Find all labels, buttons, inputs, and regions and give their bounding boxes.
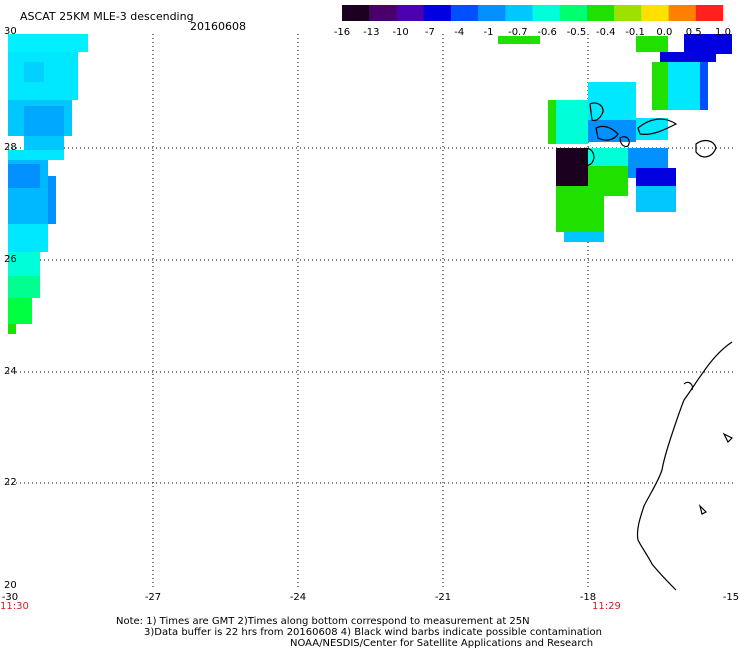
colorbar (342, 5, 723, 21)
colorbar-tick-label: -10 (392, 27, 409, 38)
footnotes: Note: 1) Times are GMT 2)Times along bot… (116, 616, 602, 649)
lat-label-20: 20 (4, 580, 17, 591)
colorbar-swatch (695, 5, 723, 21)
colorbar-swatch (668, 5, 697, 21)
lon-label--15: -15 (722, 592, 740, 603)
colorbar-swatch (586, 5, 615, 21)
colorbar-tick-label: -13 (363, 27, 380, 38)
colorbar-swatch (532, 5, 561, 21)
plot-title: ASCAT 25KM MLE-3 descending (20, 10, 194, 23)
note-line-1: Note: 1) Times are GMT 2)Times along bot… (116, 616, 530, 627)
coastline (581, 102, 734, 591)
plot-date: 20160608 (190, 20, 246, 33)
colorbar-tick-label: 0.0 (656, 27, 673, 38)
colorbar-tick-label: -0.6 (537, 27, 557, 38)
lat-label-30: 30 (4, 26, 17, 37)
right-swath-data (498, 34, 732, 242)
lon-label--21: -21 (434, 592, 452, 603)
colorbar-swatch (423, 5, 452, 21)
colorbar-tick-label: -0.5 (566, 27, 587, 38)
note-line-2: 3)Data buffer is 22 hrs from 20160608 4)… (144, 627, 602, 638)
colorbar-tick-label: -0.7 (508, 27, 528, 38)
colorbar-tick-label: -1 (483, 27, 494, 38)
lat-label-24: 24 (4, 366, 17, 377)
lat-label-26: 26 (4, 254, 17, 265)
colorbar-swatch (614, 5, 642, 21)
colorbar-swatch (396, 5, 425, 21)
colorbar-swatch (450, 5, 479, 21)
lon-label--30: -30 (1, 592, 19, 603)
colorbar-swatch (505, 5, 533, 21)
colorbar-tick-label: -4 (454, 27, 465, 38)
left-swath-data (8, 34, 88, 334)
lon-label--27: -27 (144, 592, 162, 603)
colorbar-swatch (641, 5, 670, 21)
lat-label-28: 28 (4, 142, 17, 153)
colorbar-tick-label: -16 (333, 27, 351, 38)
colorbar-swatches (342, 5, 723, 21)
note-line-3: NOAA/NESDIS/Center for Satellite Applica… (290, 638, 594, 649)
colorbar-swatch (369, 5, 397, 21)
colorbar-tick-label: 0.5 (685, 27, 702, 38)
colorbar-swatch (342, 5, 370, 21)
colorbar-tick-label: -0.4 (596, 27, 616, 38)
colorbar-tick-label: -7 (424, 27, 435, 38)
colorbar-tick-label: -0.1 (625, 27, 645, 38)
lon-label--24: -24 (289, 592, 307, 603)
lat-label-22: 22 (4, 477, 17, 488)
time-label-left: 11:30 (0, 601, 29, 612)
colorbar-swatch (559, 5, 588, 21)
colorbar-swatch (478, 5, 506, 21)
colorbar-tick-label: 1.0 (715, 27, 731, 38)
time-label-right: 11:29 (592, 601, 621, 612)
lon-label--18: -18 (579, 592, 597, 603)
colorbar-labels: -16 -13 -10 -7 -4 -1 -0.7 -0.6 -0.5 -0.4 -0.1 0.0 0.… (330, 27, 731, 39)
